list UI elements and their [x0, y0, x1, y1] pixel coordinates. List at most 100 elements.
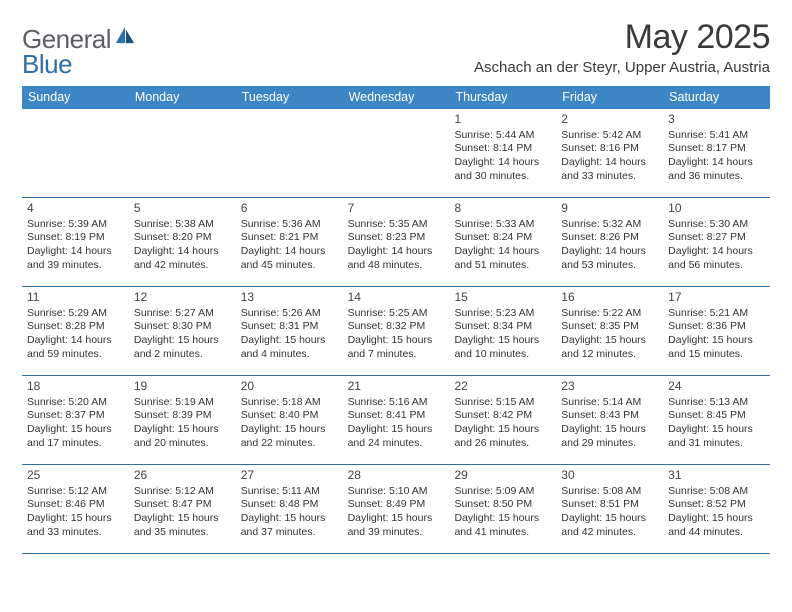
day-number: 26 — [134, 468, 231, 484]
weekday-header: Sunday — [22, 86, 129, 109]
day-cell: 3Sunrise: 5:41 AMSunset: 8:17 PMDaylight… — [663, 109, 770, 197]
sunset-line: Sunset: 8:50 PM — [454, 498, 551, 512]
sunrise-line: Sunrise: 5:19 AM — [134, 396, 231, 410]
sunrise-line: Sunrise: 5:44 AM — [454, 129, 551, 143]
sunrise-line: Sunrise: 5:26 AM — [241, 307, 338, 321]
sunset-line: Sunset: 8:46 PM — [27, 498, 124, 512]
sunrise-line: Sunrise: 5:14 AM — [561, 396, 658, 410]
sunset-line: Sunset: 8:34 PM — [454, 320, 551, 334]
calendar: Sunday Monday Tuesday Wednesday Thursday… — [22, 86, 770, 554]
day-number: 4 — [27, 201, 124, 217]
daylight-line: Daylight: 15 hours and 7 minutes. — [348, 334, 445, 361]
daylight-line: Daylight: 14 hours and 42 minutes. — [134, 245, 231, 272]
sunset-line: Sunset: 8:37 PM — [27, 409, 124, 423]
day-cell: 13Sunrise: 5:26 AMSunset: 8:31 PMDayligh… — [236, 287, 343, 375]
sunset-line: Sunset: 8:41 PM — [348, 409, 445, 423]
sunset-line: Sunset: 8:14 PM — [454, 142, 551, 156]
day-cell: 11Sunrise: 5:29 AMSunset: 8:28 PMDayligh… — [22, 287, 129, 375]
daylight-line: Daylight: 15 hours and 42 minutes. — [561, 512, 658, 539]
day-cell: 28Sunrise: 5:10 AMSunset: 8:49 PMDayligh… — [343, 465, 450, 553]
sunset-line: Sunset: 8:51 PM — [561, 498, 658, 512]
day-cell-empty — [22, 109, 129, 197]
weekday-header-row: Sunday Monday Tuesday Wednesday Thursday… — [22, 86, 770, 109]
day-cell: 31Sunrise: 5:08 AMSunset: 8:52 PMDayligh… — [663, 465, 770, 553]
day-number: 6 — [241, 201, 338, 217]
day-number: 8 — [454, 201, 551, 217]
daylight-line: Daylight: 15 hours and 17 minutes. — [27, 423, 124, 450]
day-number: 24 — [668, 379, 765, 395]
day-number: 30 — [561, 468, 658, 484]
month-title: May 2025 — [474, 18, 770, 57]
daylight-line: Daylight: 15 hours and 20 minutes. — [134, 423, 231, 450]
daylight-line: Daylight: 14 hours and 39 minutes. — [27, 245, 124, 272]
daylight-line: Daylight: 15 hours and 39 minutes. — [348, 512, 445, 539]
day-cell: 18Sunrise: 5:20 AMSunset: 8:37 PMDayligh… — [22, 376, 129, 464]
day-number: 1 — [454, 112, 551, 128]
sunrise-line: Sunrise: 5:22 AM — [561, 307, 658, 321]
sunrise-line: Sunrise: 5:27 AM — [134, 307, 231, 321]
location: Aschach an der Steyr, Upper Austria, Aus… — [474, 59, 770, 76]
calendar-page: GeneralBlue May 2025 Aschach an der Stey… — [0, 0, 792, 554]
day-number: 3 — [668, 112, 765, 128]
sunset-line: Sunset: 8:43 PM — [561, 409, 658, 423]
day-cell-empty — [236, 109, 343, 197]
header: GeneralBlue May 2025 Aschach an der Stey… — [22, 18, 770, 80]
weekday-header: Monday — [129, 86, 236, 109]
daylight-line: Daylight: 15 hours and 35 minutes. — [134, 512, 231, 539]
daylight-line: Daylight: 14 hours and 33 minutes. — [561, 156, 658, 183]
sunset-line: Sunset: 8:19 PM — [27, 231, 124, 245]
sunset-line: Sunset: 8:31 PM — [241, 320, 338, 334]
day-cell: 5Sunrise: 5:38 AMSunset: 8:20 PMDaylight… — [129, 198, 236, 286]
sunrise-line: Sunrise: 5:42 AM — [561, 129, 658, 143]
sunrise-line: Sunrise: 5:39 AM — [27, 218, 124, 232]
sunset-line: Sunset: 8:23 PM — [348, 231, 445, 245]
day-cell: 7Sunrise: 5:35 AMSunset: 8:23 PMDaylight… — [343, 198, 450, 286]
day-cell-empty — [343, 109, 450, 197]
sunset-line: Sunset: 8:16 PM — [561, 142, 658, 156]
daylight-line: Daylight: 15 hours and 24 minutes. — [348, 423, 445, 450]
day-cell: 14Sunrise: 5:25 AMSunset: 8:32 PMDayligh… — [343, 287, 450, 375]
day-number: 29 — [454, 468, 551, 484]
daylight-line: Daylight: 14 hours and 53 minutes. — [561, 245, 658, 272]
weekday-header: Friday — [556, 86, 663, 109]
day-cell: 16Sunrise: 5:22 AMSunset: 8:35 PMDayligh… — [556, 287, 663, 375]
day-number: 11 — [27, 290, 124, 306]
day-number: 31 — [668, 468, 765, 484]
day-number: 14 — [348, 290, 445, 306]
day-number: 20 — [241, 379, 338, 395]
sunset-line: Sunset: 8:26 PM — [561, 231, 658, 245]
day-number: 27 — [241, 468, 338, 484]
sunrise-line: Sunrise: 5:33 AM — [454, 218, 551, 232]
daylight-line: Daylight: 15 hours and 33 minutes. — [27, 512, 124, 539]
sunset-line: Sunset: 8:35 PM — [561, 320, 658, 334]
daylight-line: Daylight: 14 hours and 48 minutes. — [348, 245, 445, 272]
weekday-header: Wednesday — [343, 86, 450, 109]
sunrise-line: Sunrise: 5:35 AM — [348, 218, 445, 232]
sunrise-line: Sunrise: 5:12 AM — [134, 485, 231, 499]
sunrise-line: Sunrise: 5:41 AM — [668, 129, 765, 143]
day-cell: 22Sunrise: 5:15 AMSunset: 8:42 PMDayligh… — [449, 376, 556, 464]
sunset-line: Sunset: 8:32 PM — [348, 320, 445, 334]
day-cell: 2Sunrise: 5:42 AMSunset: 8:16 PMDaylight… — [556, 109, 663, 197]
sunrise-line: Sunrise: 5:18 AM — [241, 396, 338, 410]
daylight-line: Daylight: 15 hours and 12 minutes. — [561, 334, 658, 361]
sunrise-line: Sunrise: 5:08 AM — [561, 485, 658, 499]
sunrise-line: Sunrise: 5:13 AM — [668, 396, 765, 410]
weekday-header: Tuesday — [236, 86, 343, 109]
daylight-line: Daylight: 15 hours and 22 minutes. — [241, 423, 338, 450]
sunrise-line: Sunrise: 5:25 AM — [348, 307, 445, 321]
sunset-line: Sunset: 8:24 PM — [454, 231, 551, 245]
sail-icon — [114, 21, 136, 52]
daylight-line: Daylight: 14 hours and 56 minutes. — [668, 245, 765, 272]
daylight-line: Daylight: 15 hours and 41 minutes. — [454, 512, 551, 539]
sunset-line: Sunset: 8:47 PM — [134, 498, 231, 512]
sunrise-line: Sunrise: 5:30 AM — [668, 218, 765, 232]
daylight-line: Daylight: 15 hours and 4 minutes. — [241, 334, 338, 361]
day-cell: 17Sunrise: 5:21 AMSunset: 8:36 PMDayligh… — [663, 287, 770, 375]
title-block: May 2025 Aschach an der Steyr, Upper Aus… — [474, 18, 770, 76]
sunrise-line: Sunrise: 5:15 AM — [454, 396, 551, 410]
sunset-line: Sunset: 8:21 PM — [241, 231, 338, 245]
sunset-line: Sunset: 8:45 PM — [668, 409, 765, 423]
sunrise-line: Sunrise: 5:16 AM — [348, 396, 445, 410]
sunset-line: Sunset: 8:49 PM — [348, 498, 445, 512]
